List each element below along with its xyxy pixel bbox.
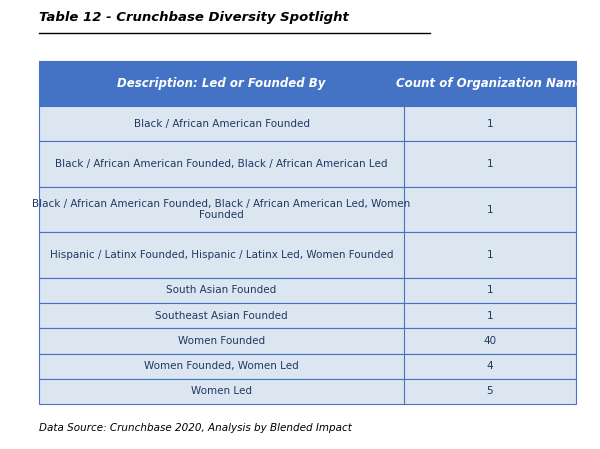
Text: 5: 5 xyxy=(487,387,493,396)
Text: 40: 40 xyxy=(483,336,496,346)
Bar xyxy=(39,61,575,106)
Text: Data Source: Crunchbase 2020, Analysis by Blended Impact: Data Source: Crunchbase 2020, Analysis b… xyxy=(39,423,352,433)
Bar xyxy=(39,232,575,278)
Bar xyxy=(39,328,575,354)
Text: Women Founded: Women Founded xyxy=(178,336,265,346)
Text: 1: 1 xyxy=(487,119,493,129)
Text: Women Founded, Women Led: Women Founded, Women Led xyxy=(144,361,299,371)
Bar xyxy=(39,187,575,232)
Bar xyxy=(39,141,575,187)
Text: 1: 1 xyxy=(487,159,493,169)
Text: 1: 1 xyxy=(487,205,493,215)
Text: Black / African American Founded, Black / African American Led, Women
Founded: Black / African American Founded, Black … xyxy=(32,199,410,220)
Text: Description: Led or Founded By: Description: Led or Founded By xyxy=(118,77,326,90)
Text: Black / African American Founded: Black / African American Founded xyxy=(134,119,310,129)
Text: Women Led: Women Led xyxy=(191,387,252,396)
Text: Count of Organization Name: Count of Organization Name xyxy=(396,77,584,90)
Text: 1: 1 xyxy=(487,286,493,295)
Text: Southeast Asian Founded: Southeast Asian Founded xyxy=(155,311,288,321)
Text: South Asian Founded: South Asian Founded xyxy=(166,286,277,295)
Text: Black / African American Founded, Black / African American Led: Black / African American Founded, Black … xyxy=(55,159,388,169)
Bar xyxy=(39,303,575,328)
Text: 1: 1 xyxy=(487,250,493,260)
Bar xyxy=(39,354,575,379)
Bar xyxy=(39,278,575,303)
Text: Table 12 - Crunchbase Diversity Spotlight: Table 12 - Crunchbase Diversity Spotligh… xyxy=(39,11,349,24)
Text: 4: 4 xyxy=(487,361,493,371)
Bar xyxy=(39,379,575,404)
Bar xyxy=(39,106,575,141)
Text: Hispanic / Latinx Founded, Hispanic / Latinx Led, Women Founded: Hispanic / Latinx Founded, Hispanic / La… xyxy=(50,250,394,260)
Text: 1: 1 xyxy=(487,311,493,321)
